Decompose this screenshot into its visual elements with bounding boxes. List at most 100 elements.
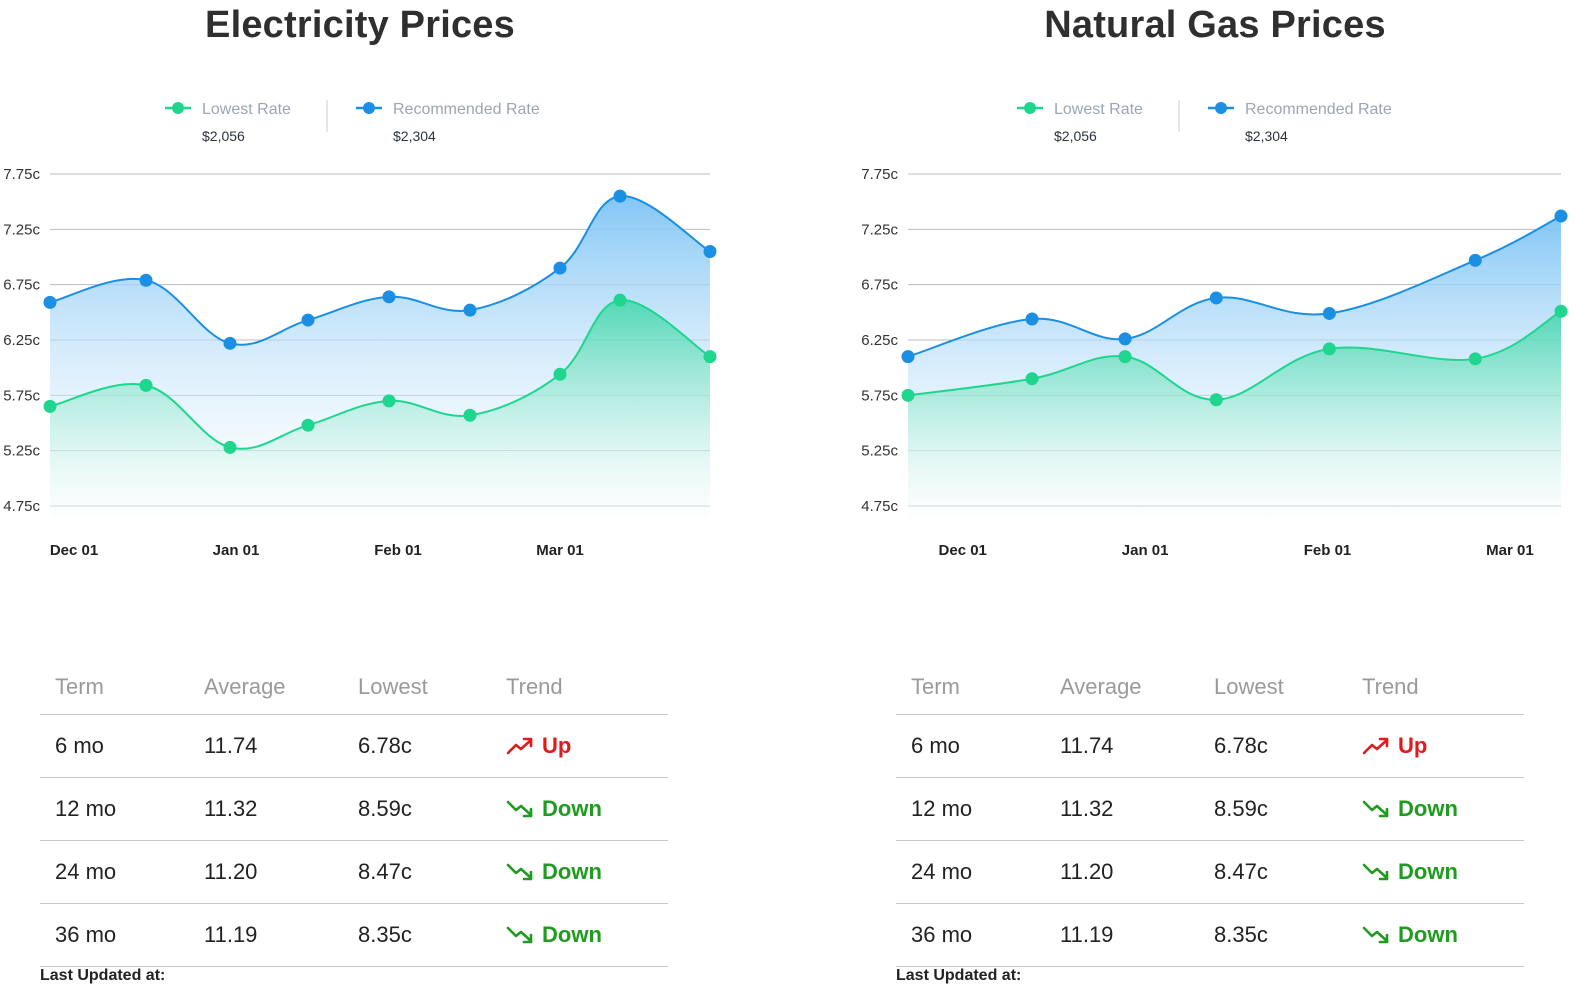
trend-label: Down: [1398, 796, 1458, 821]
trend-label: Down: [1398, 922, 1458, 947]
natural-gas-panel: Natural Gas Prices Lowest Rate $2,056 Reco…: [855, 0, 1591, 1003]
legend-value: $2,056: [1054, 128, 1097, 144]
average-cell: 11.32: [204, 796, 258, 821]
header-trend: Trend: [506, 674, 563, 699]
electricity-panel: Electricity Prices Lowest Rate $2,056 Reco…: [0, 0, 790, 1003]
trend-label: Up: [1398, 733, 1428, 758]
y-tick-label: 5.75c: [861, 387, 898, 404]
table-header-row: Term Average Lowest Trend: [40, 660, 668, 715]
trend-down-icon: [506, 926, 533, 944]
recommended-rate-point: [1025, 312, 1039, 326]
legend-marker-icon: [172, 102, 184, 114]
recommended-rate-point: [139, 273, 153, 287]
term-cell: 12 mo: [911, 796, 973, 821]
trend-down-icon: [1362, 926, 1389, 944]
legend-item-lowest-rate: Lowest Rate $2,056: [165, 101, 291, 144]
trend-cell: Up: [1362, 733, 1524, 759]
table-row: 24 mo 11.20 8.47c Down: [40, 841, 668, 904]
lowest-rate-point: [553, 367, 567, 381]
chart-title: Natural Gas Prices: [1044, 4, 1386, 46]
y-tick-label: 7.25c: [3, 221, 40, 238]
y-tick-label: 6.75c: [861, 277, 898, 294]
y-tick-label: 5.25c: [3, 443, 40, 460]
lowest-rate-point: [139, 378, 153, 392]
header-average: Average: [1060, 674, 1142, 699]
average-cell: 11.74: [204, 733, 258, 758]
y-tick-label: 6.25c: [3, 332, 40, 349]
header-term: Term: [55, 674, 104, 699]
trend-label: Up: [542, 733, 572, 758]
legend-marker-icon: [1024, 102, 1036, 114]
lowest-cell: 8.59c: [358, 796, 412, 821]
lowest-rate-point: [1118, 350, 1132, 364]
table-row: 36 mo 11.19 8.35c Down: [40, 904, 668, 967]
trend-down-icon: [1362, 863, 1389, 881]
lowest-rate-point: [613, 293, 627, 307]
term-cell: 12 mo: [55, 796, 117, 821]
legend-marker-icon: [363, 102, 375, 114]
lowest-cell: 8.47c: [358, 859, 412, 884]
last-updated-label: Last Updated at:: [40, 967, 166, 984]
trend-cell: Down: [506, 859, 668, 885]
recommended-rate-point: [613, 189, 627, 203]
y-tick-label: 5.25c: [861, 443, 898, 460]
trend-cell: Down: [1362, 922, 1524, 948]
lowest-rate-point: [1322, 342, 1336, 356]
lowest-rate-area: [908, 311, 1561, 526]
y-tick-label: 6.75c: [3, 277, 40, 294]
legend-label: Recommended Rate: [1245, 101, 1392, 118]
legend-item-recommended-rate: Recommended Rate $2,304: [356, 101, 540, 144]
y-tick-label: 5.75c: [3, 387, 40, 404]
legend-label: Recommended Rate: [393, 101, 540, 118]
lowest-cell: 8.59c: [1214, 796, 1268, 821]
lowest-rate-point: [1209, 393, 1223, 407]
table-row: 6 mo 11.74 6.78c Up: [896, 715, 1524, 778]
recommended-rate-point: [382, 290, 396, 304]
natural-gas-rate-table: Term Average Lowest Trend 6 mo 11.74 6.7…: [896, 660, 1524, 967]
trend-up-icon: [506, 737, 533, 755]
lowest-cell: 8.35c: [358, 922, 412, 947]
table-header-row: Term Average Lowest Trend: [896, 660, 1524, 715]
lowest-rate-point: [1025, 372, 1039, 386]
x-tick-label: Jan 01: [213, 542, 260, 559]
legend-item-recommended-rate: Recommended Rate $2,304: [1208, 101, 1392, 144]
lowest-rate-point: [223, 440, 237, 454]
recommended-rate-point: [223, 336, 237, 350]
trend-cell: Down: [1362, 796, 1524, 822]
legend-value: $2,304: [393, 128, 436, 144]
lowest-rate-point: [43, 399, 57, 413]
recommended-rate-point: [1468, 253, 1482, 267]
lowest-rate-point: [382, 394, 396, 408]
recommended-rate-point: [43, 295, 57, 309]
trend-cell: Down: [506, 796, 668, 822]
average-cell: 11.20: [1060, 859, 1114, 884]
table-row: 24 mo 11.20 8.47c Down: [896, 841, 1524, 904]
lowest-cell: 6.78c: [1214, 733, 1268, 758]
term-cell: 36 mo: [55, 922, 117, 947]
term-cell: 24 mo: [55, 859, 117, 884]
legend-label: Lowest Rate: [1054, 101, 1143, 118]
average-cell: 11.19: [1060, 922, 1114, 947]
x-tick-label: Jan 01: [1122, 542, 1169, 559]
x-tick-label: Dec 01: [939, 542, 987, 559]
lowest-cell: 6.78c: [358, 733, 412, 758]
legend-value: $2,056: [202, 128, 245, 144]
average-cell: 11.19: [204, 922, 258, 947]
trend-down-icon: [1362, 800, 1389, 818]
trend-label: Down: [1398, 859, 1458, 884]
recommended-rate-point: [703, 244, 717, 258]
natural-gas-price-chart: Lowest Rate $2,056 Recommended Rate $2,304 4…: [861, 100, 1568, 559]
y-tick-label: 6.25c: [861, 332, 898, 349]
average-cell: 11.20: [204, 859, 258, 884]
y-tick-label: 4.75c: [861, 498, 898, 515]
trend-label: Down: [542, 796, 602, 821]
trend-cell: Down: [506, 922, 668, 948]
electricity-rate-table: Term Average Lowest Trend 6 mo 11.74 6.7…: [40, 660, 668, 967]
lowest-rate-point: [703, 350, 717, 364]
trend-down-icon: [506, 863, 533, 881]
term-cell: 6 mo: [911, 733, 960, 758]
recommended-rate-point: [463, 303, 477, 317]
lowest-rate-point: [1468, 352, 1482, 366]
recommended-rate-point: [1118, 332, 1132, 346]
header-term: Term: [911, 674, 960, 699]
